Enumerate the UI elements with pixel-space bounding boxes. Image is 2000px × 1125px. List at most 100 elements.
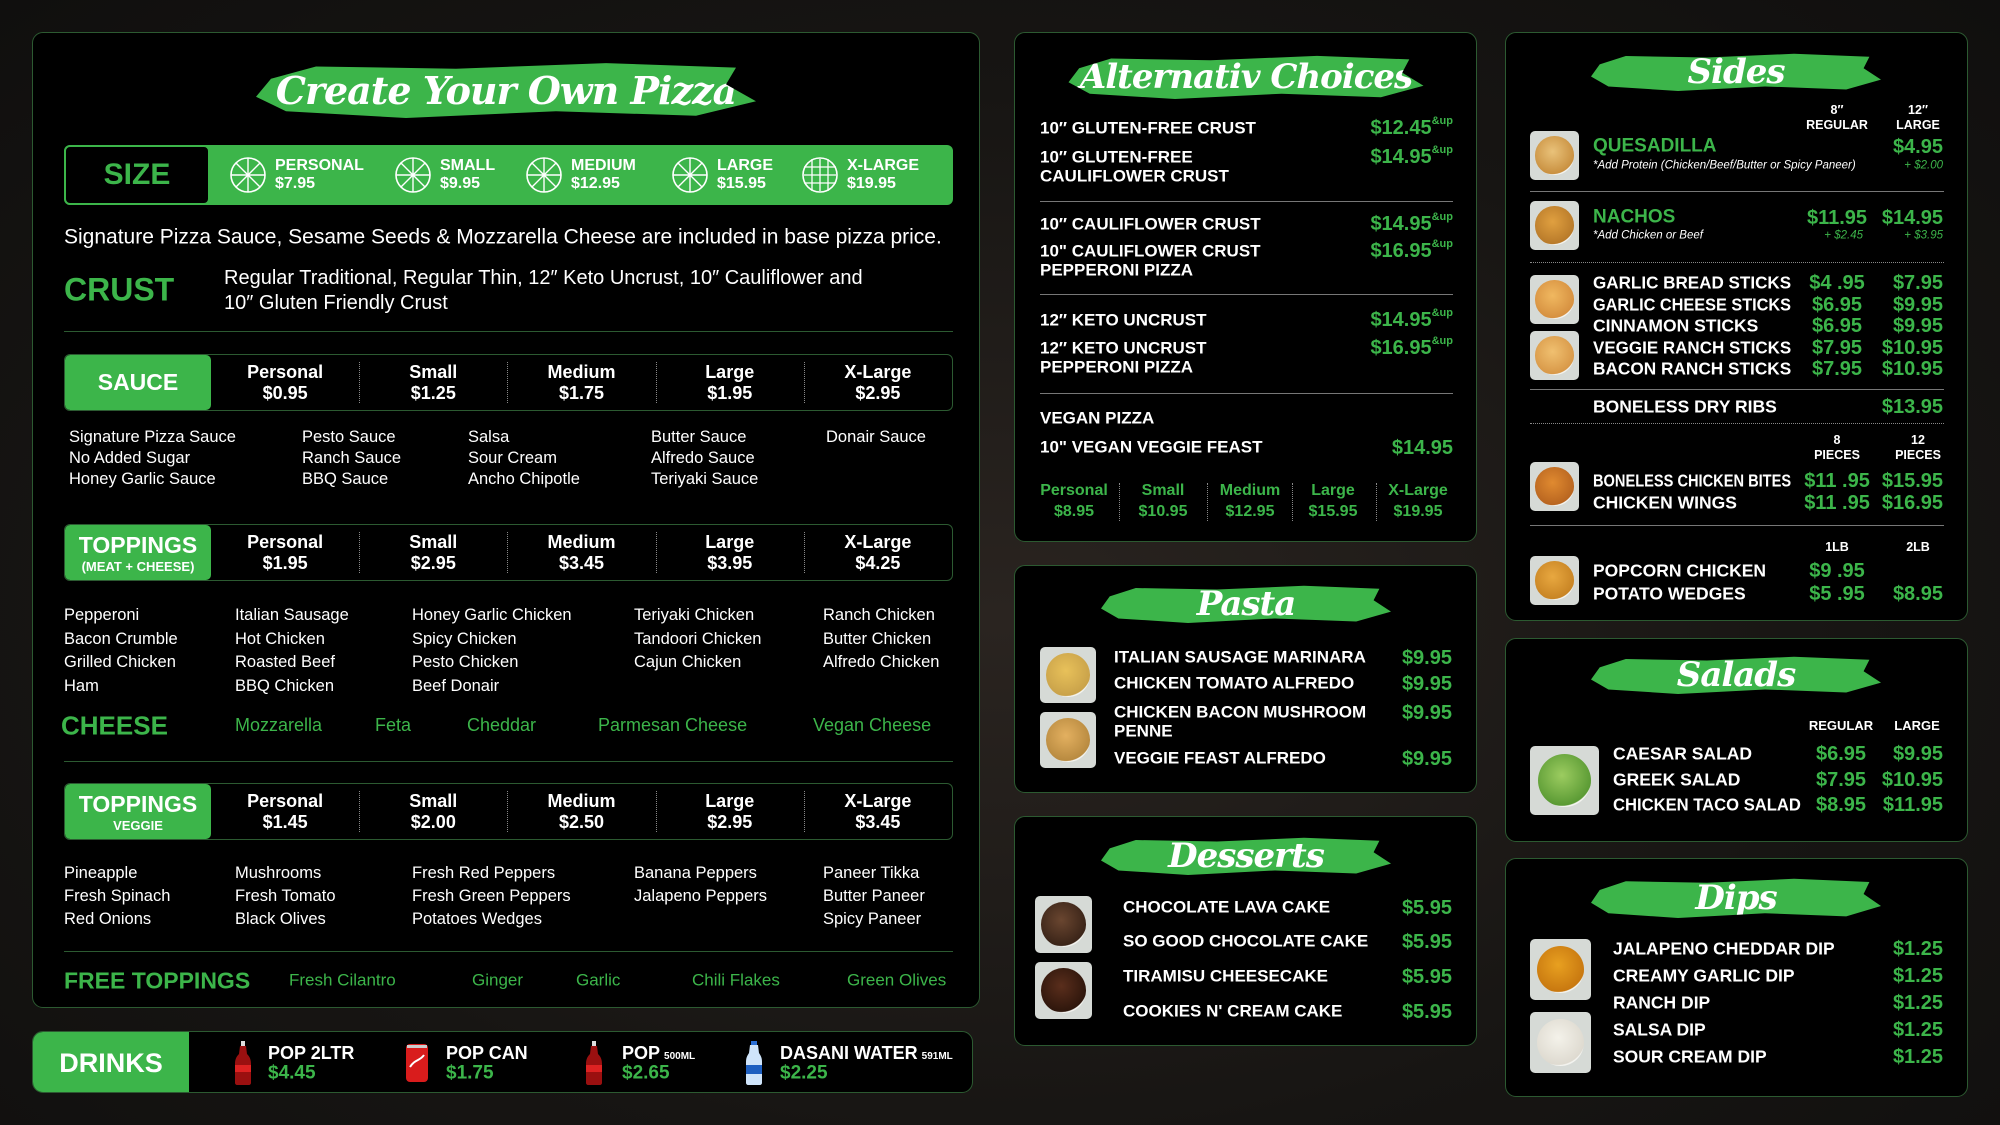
bread-sticks-image xyxy=(1530,331,1579,380)
side-item-addon: + $3.95 xyxy=(1904,229,1943,242)
salad-image xyxy=(1530,746,1599,815)
side-item-price: $9 .95 xyxy=(1809,560,1865,582)
cheese-item: Cheddar xyxy=(467,715,537,736)
pasta-item-name: CHICKEN BACON MUSHROOM xyxy=(1114,702,1367,722)
desserts-item-name: TIRAMISU CHEESECAKE xyxy=(1123,966,1328,986)
alternative-item-name: 10″ CAULIFLOWER CRUST xyxy=(1040,214,1261,234)
divider xyxy=(64,331,953,332)
cheddar-dip-image xyxy=(1530,939,1591,1000)
size-option-small[interactable]: SMALL $9.95 xyxy=(394,156,495,194)
dip-item-price: $1.25 xyxy=(1892,938,1943,960)
dip-item-price: $1.25 xyxy=(1892,965,1943,987)
size-name: Medium xyxy=(547,361,616,382)
vegan-size-name: Medium xyxy=(1219,482,1281,500)
list-item: Butter Chicken xyxy=(823,629,932,648)
size-price: $2.95 xyxy=(410,552,456,573)
crust-options-line: Regular Traditional, Regular Thin, 12″ K… xyxy=(224,267,863,289)
cheese-item: Feta xyxy=(375,715,412,736)
size-option-personal[interactable]: PERSONAL $7.95 xyxy=(229,156,364,194)
list-item: Banana Peppers xyxy=(634,863,757,882)
list-item: Jalapeno Peppers xyxy=(634,886,768,905)
side-item-name: POTATO WEDGES xyxy=(1593,583,1746,604)
size-option-large[interactable]: LARGE $15.95 xyxy=(671,156,773,194)
pasta-item-name: CHICKEN TOMATO ALFREDO xyxy=(1114,673,1355,693)
nachos-image xyxy=(1530,201,1579,250)
soda-can-icon xyxy=(405,1043,429,1083)
alternative-item-name: PEPPERONI PIZZA xyxy=(1040,260,1194,280)
size-name: PERSONAL xyxy=(275,157,364,175)
side-item-name: VEGGIE RANCH STICKS xyxy=(1593,337,1792,358)
side-item-price: $10.95 xyxy=(1881,337,1943,359)
dip-item-name: RANCH DIP xyxy=(1613,992,1711,1013)
toppings-veggie-price-bar: TOPPINGS VEGGIE Personal $1.45 Small $2.00 Med… xyxy=(64,783,953,840)
size-option-x-large[interactable]: X-LARGE $19.95 xyxy=(801,156,919,194)
vegan-size-name: X-Large xyxy=(1388,482,1448,500)
cheese-item: Mozzarella xyxy=(235,715,323,736)
vegan-pizza-heading: VEGAN PIZZA xyxy=(1040,408,1155,428)
list-item: Pesto Chicken xyxy=(412,652,519,671)
list-item: Honey Garlic Sauce xyxy=(69,469,216,488)
chocolate-cake-image xyxy=(1035,962,1092,1019)
size-price: $3.45 xyxy=(855,811,901,832)
list-item: Red Onions xyxy=(64,909,152,928)
sides-column-header: PIECES xyxy=(1895,448,1941,463)
size-option-medium[interactable]: MEDIUM $12.95 xyxy=(525,156,636,194)
side-item-note: *Add Chicken or Beef xyxy=(1593,229,1703,242)
free-topping-item: Green Olives xyxy=(847,970,947,990)
price-suffix: &up xyxy=(1431,211,1453,223)
vegan-size-name: Personal xyxy=(1040,482,1108,500)
vegan-item-name: 10" VEGAN VEGGIE FEAST xyxy=(1040,437,1263,457)
pasta-item-name: PENNE xyxy=(1114,721,1173,741)
price-column-small: Small $2.00 xyxy=(359,784,507,839)
size-name: Small xyxy=(409,361,458,382)
crust-options-line: 10″ Gluten Friendly Crust xyxy=(224,292,448,314)
quesadilla-image xyxy=(1530,131,1579,180)
drinks-label: DRINKS xyxy=(59,1047,163,1078)
price-column-large: Large $3.95 xyxy=(655,525,804,580)
side-item-price: $13.95 xyxy=(1881,396,1943,418)
toppings-veggie-label: TOPPINGS VEGGIE xyxy=(65,784,211,839)
list-item: Teriyaki Sauce xyxy=(651,469,759,488)
dip-item-price: $1.25 xyxy=(1892,992,1943,1014)
list-item: Alfredo Sauce xyxy=(651,448,755,467)
side-item-name: NACHOS xyxy=(1593,206,1676,228)
divider xyxy=(1530,423,1944,424)
size-price: $15.95 xyxy=(717,175,766,192)
sauce-label: SAUCE xyxy=(65,355,211,410)
side-item-name: BONELESS CHICKEN BITES xyxy=(1593,470,1792,491)
side-item-price: $6.95 xyxy=(1811,294,1863,316)
vegan-size-price: $15.95 xyxy=(1308,503,1358,521)
alternative-choices-title: Alternativ Choices xyxy=(1079,57,1413,97)
size-price: $1.25 xyxy=(410,382,456,403)
alternative-choices-panel: Alternativ Choices 10″ GLUTEN-FREE CRUST $… xyxy=(1014,32,1477,542)
free-topping-item: Garlic xyxy=(576,970,621,990)
salad-item-name: CHICKEN TACO SALAD xyxy=(1613,794,1801,815)
drink-name-text: POP xyxy=(622,1043,661,1064)
vegan-size-price: $12.95 xyxy=(1225,503,1275,521)
side-item-price: $7.95 xyxy=(1811,337,1863,359)
list-item: Signature Pizza Sauce xyxy=(69,427,236,446)
vegan-size-price: $10.95 xyxy=(1138,503,1188,521)
drink-name-text: DASANI WATER xyxy=(780,1043,918,1064)
side-item-name: POPCORN CHICKEN xyxy=(1593,560,1767,581)
size-name: Medium xyxy=(547,531,616,552)
list-item: Mushrooms xyxy=(235,863,322,882)
price-suffix: &up xyxy=(1431,335,1453,347)
list-item: Fresh Spinach xyxy=(64,886,171,905)
size-name: Medium xyxy=(547,790,616,811)
drink-name: POP 500ML xyxy=(622,1043,695,1064)
price-column-small: Small $2.95 xyxy=(359,525,507,580)
list-item: Fresh Red Peppers xyxy=(412,863,556,882)
salad-item-price: $7.95 xyxy=(1815,769,1867,791)
salads-column-header: LARGE xyxy=(1894,717,1940,733)
size-name: X-Large xyxy=(844,361,912,382)
free-toppings-label: FREE TOPPINGS xyxy=(64,967,251,994)
alternative-item-name: 10″ GLUTEN-FREE xyxy=(1040,147,1193,167)
side-item-price: $9.95 xyxy=(1892,294,1943,316)
side-item-price: $10.95 xyxy=(1881,358,1943,380)
sides-column-header: LARGE xyxy=(1896,118,1940,133)
size-price: $19.95 xyxy=(847,175,896,192)
side-item-price: $11 .95 xyxy=(1804,470,1870,492)
pasta-item-price: $9.95 xyxy=(1401,702,1452,724)
